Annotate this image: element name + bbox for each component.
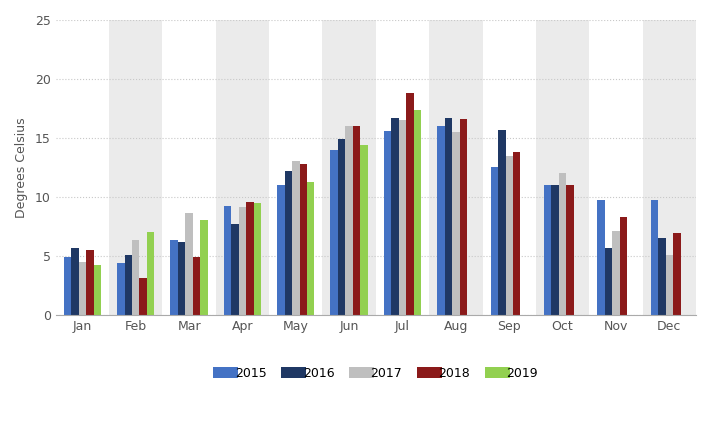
Legend: 2015, 2016, 2017, 2018, 2019: 2015, 2016, 2017, 2018, 2019 [208,362,543,385]
Bar [391,118,399,315]
Bar [651,200,658,315]
Bar [658,238,665,315]
Bar [132,240,139,315]
Bar [498,130,506,315]
Bar [384,131,391,315]
Bar [338,139,346,315]
Bar [506,156,513,315]
Bar [429,20,483,315]
Bar [536,20,589,315]
Bar [284,171,292,315]
Bar [346,126,353,315]
Bar [331,150,338,315]
Bar [567,185,574,315]
Bar [444,118,452,315]
Bar [299,164,307,315]
Bar [201,221,208,315]
Bar [399,120,406,315]
Bar [491,168,498,315]
Bar [544,185,552,315]
Bar [231,224,239,315]
Bar [224,206,231,315]
Bar [597,200,605,315]
Bar [171,240,178,315]
Bar [605,248,612,315]
Bar [353,126,360,315]
Bar [246,202,254,315]
Bar [665,255,673,315]
Bar [452,132,459,315]
Bar [94,265,101,315]
Bar [64,257,71,315]
Bar [323,20,376,315]
Bar [186,213,193,315]
Bar [71,248,79,315]
Bar [79,262,86,315]
Bar [643,20,696,315]
Bar [277,185,284,315]
Bar [612,231,620,315]
Bar [559,173,567,315]
Bar [292,161,299,315]
Bar [459,119,467,315]
Bar [620,217,627,315]
Bar [193,257,201,315]
Bar [124,255,132,315]
Bar [86,250,94,315]
Bar [239,207,246,315]
Bar [147,232,154,315]
Bar [109,20,162,315]
Bar [360,145,368,315]
Bar [673,233,680,315]
Bar [254,203,261,315]
Bar [307,182,314,315]
Bar [117,263,124,315]
Bar [178,242,186,315]
Bar [437,126,444,315]
Bar [139,278,147,315]
Bar [552,185,559,315]
Bar [215,20,269,315]
Bar [406,93,414,315]
Bar [414,110,421,315]
Bar [513,152,520,315]
Y-axis label: Degrees Celsius: Degrees Celsius [15,117,28,217]
